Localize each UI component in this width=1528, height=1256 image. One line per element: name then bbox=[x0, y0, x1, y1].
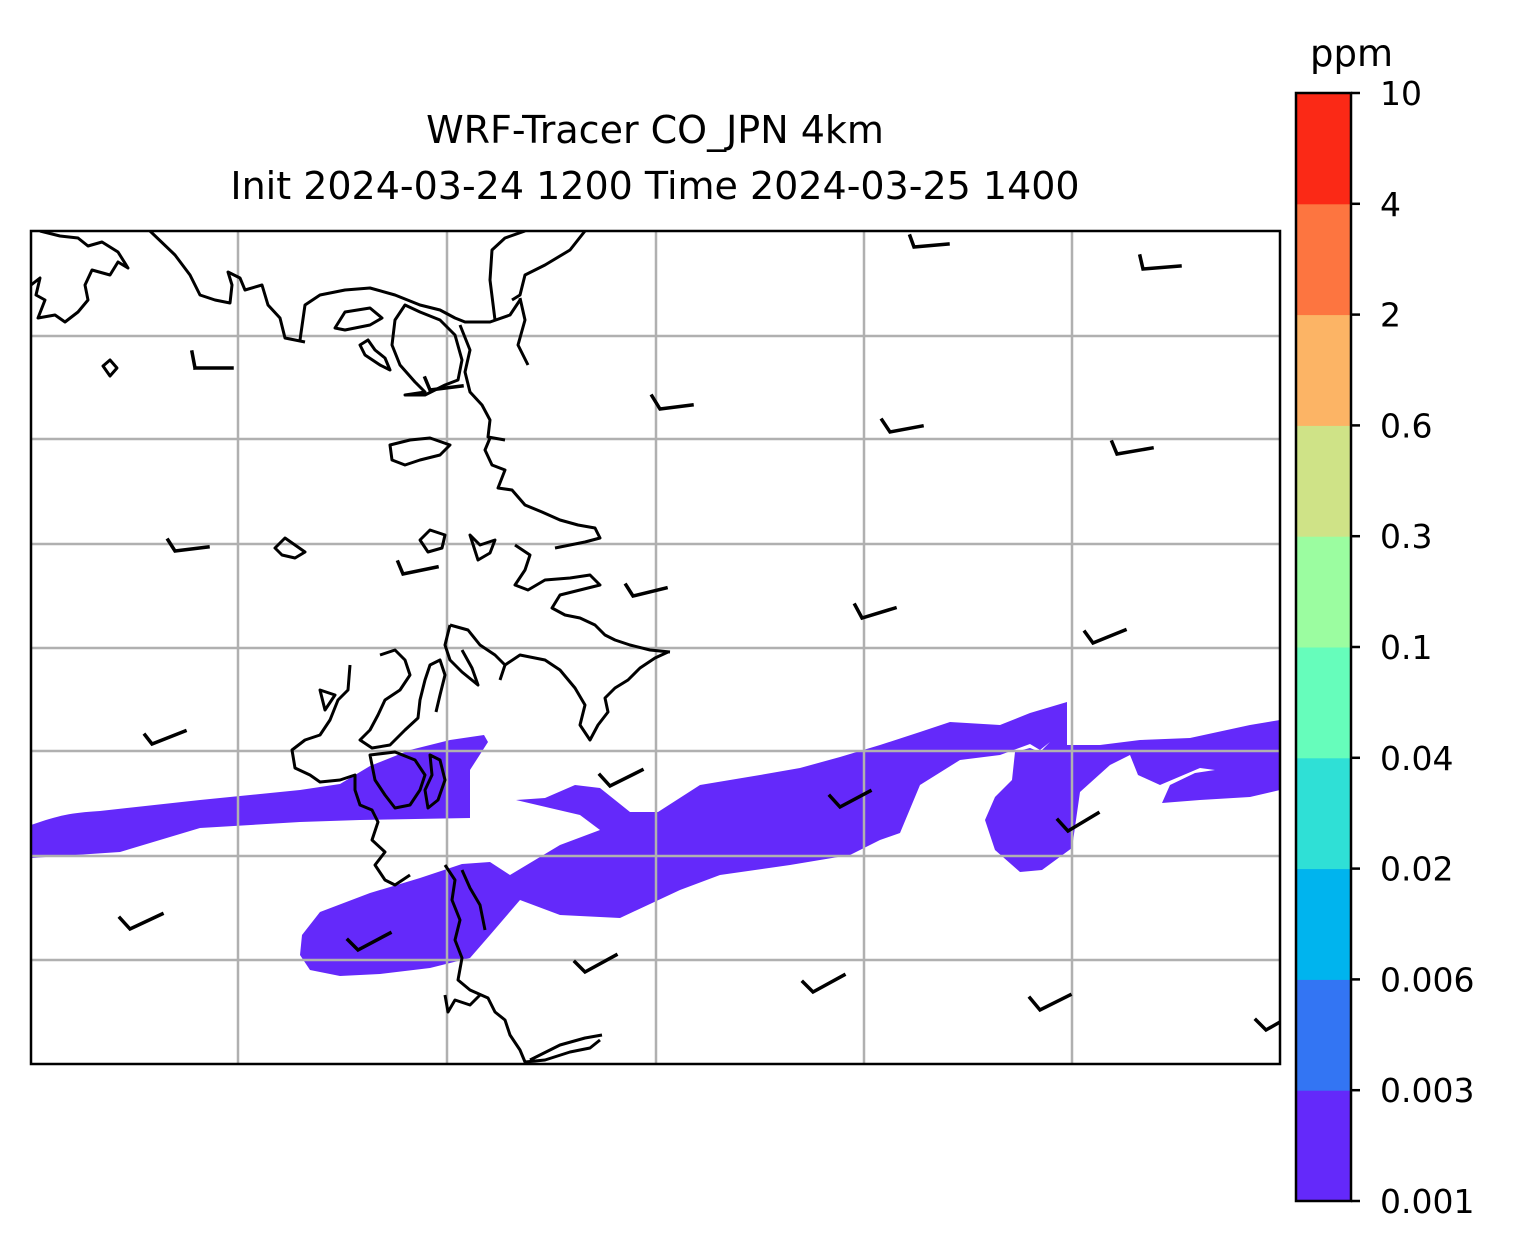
coastline-central-b bbox=[388, 436, 452, 467]
wind-barb-20 bbox=[800, 972, 847, 995]
colorbar-unit-label: ppm bbox=[1310, 32, 1393, 75]
colorbar-tick-label: 0.04 bbox=[1380, 739, 1453, 778]
wind-barb-7 bbox=[1109, 439, 1155, 456]
colorbar-tick-label: 0.1 bbox=[1380, 628, 1432, 667]
wind-barb-18 bbox=[345, 930, 393, 953]
colorbar-tick-label: 2 bbox=[1380, 296, 1401, 335]
coastline-peninsula-c bbox=[390, 303, 464, 397]
coastline-central-f bbox=[504, 650, 669, 742]
colorbar-segment-3 bbox=[1296, 868, 1351, 980]
coastline-central-e bbox=[443, 624, 480, 687]
coastline-central-island-2 bbox=[468, 533, 497, 562]
coastline-small-island-1 bbox=[101, 358, 119, 378]
colorbar-segment-2 bbox=[1296, 979, 1351, 1091]
colorbar-tick-label: 4 bbox=[1380, 185, 1401, 224]
coastline-south-a bbox=[443, 864, 601, 1064]
coastline-northwest bbox=[31, 231, 130, 324]
colorbar-tick-label: 0.3 bbox=[1380, 517, 1432, 556]
wind-barb-5 bbox=[422, 375, 464, 392]
colorbar-tick-label: 0.6 bbox=[1380, 406, 1432, 445]
coastline-small-island-2 bbox=[273, 536, 307, 560]
coastline-south-c bbox=[443, 993, 482, 1014]
colorbar-segment-4 bbox=[1296, 757, 1351, 870]
coastline-south-b bbox=[460, 869, 487, 931]
colorbar-tick-label: 0.006 bbox=[1380, 960, 1474, 999]
wind-barb-6 bbox=[879, 417, 925, 434]
map-panel bbox=[29, 229, 1282, 1066]
wind-barb-9 bbox=[395, 559, 440, 577]
colorbar-segment-6 bbox=[1296, 536, 1351, 648]
wind-barb-17 bbox=[117, 911, 165, 932]
colorbar-ticks: 0.001 0.003 0.006 0.02 0.04 0.1 0.3 0.6 2 4 10 bbox=[1351, 74, 1474, 1221]
coastline-peninsula-a bbox=[458, 324, 506, 442]
wind-barb-1 bbox=[189, 349, 234, 371]
coastline-south-d bbox=[529, 1033, 603, 1062]
wind-barb-15 bbox=[827, 788, 873, 810]
chart-title-line-2: Init 2024-03-24 1200 Time 2024-03-25 140… bbox=[230, 164, 1080, 208]
coastline-southwest-a bbox=[290, 664, 411, 887]
wind-barb-14 bbox=[597, 767, 645, 789]
colorbar-segments bbox=[1296, 93, 1351, 1202]
colorbar: 0.001 0.003 0.006 0.02 0.04 0.1 0.3 0.6 2 4 10 ppm bbox=[1294, 32, 1474, 1221]
wind-barb-8 bbox=[165, 537, 210, 553]
colorbar-segment-10 bbox=[1296, 93, 1351, 205]
coastline-central-d bbox=[449, 623, 507, 681]
coastline-southwest-island bbox=[368, 750, 427, 810]
coastline-north-a bbox=[148, 231, 306, 344]
coastline-central-c bbox=[513, 543, 671, 654]
chart-title-line-1: WRF-Tracer CO_JPN 4km bbox=[426, 108, 884, 152]
colorbar-segment-1 bbox=[1296, 1090, 1351, 1202]
wind-barbs bbox=[117, 233, 1280, 1033]
colorbar-segment-9 bbox=[1296, 203, 1351, 316]
coastline-southwest-b bbox=[318, 688, 337, 712]
wind-barb-10 bbox=[623, 582, 669, 598]
coastline-north-c bbox=[488, 231, 526, 321]
tracer-plume-west bbox=[31, 735, 488, 858]
wind-barb-12 bbox=[1082, 627, 1128, 646]
coastline-north-d bbox=[511, 231, 587, 302]
colorbar-tick-label: 0.003 bbox=[1380, 1071, 1474, 1110]
colorbar-segment-7 bbox=[1296, 425, 1351, 537]
colorbar-tick-label: 0.02 bbox=[1380, 850, 1453, 889]
coastline-southwest-c bbox=[423, 753, 447, 810]
tracer-shading bbox=[31, 702, 1280, 976]
wind-barb-3 bbox=[1137, 253, 1182, 271]
wind-barb-4 bbox=[649, 393, 694, 411]
coastline-peninsula-b bbox=[358, 338, 392, 372]
wind-barb-2 bbox=[907, 233, 950, 249]
wind-barb-13 bbox=[142, 728, 188, 747]
coastline-central-a bbox=[483, 437, 602, 550]
map-frame bbox=[29, 229, 1282, 1066]
colorbar-segment-8 bbox=[1296, 314, 1351, 426]
wind-barb-21 bbox=[1027, 992, 1073, 1013]
wind-barb-22 bbox=[1253, 1017, 1280, 1033]
coastline-north-lake bbox=[333, 306, 384, 332]
coastline-central-island-1 bbox=[418, 528, 447, 554]
wind-barb-11 bbox=[852, 602, 898, 621]
coastline-north-inlet bbox=[516, 297, 530, 366]
coastlines bbox=[31, 231, 671, 1064]
tracer-plume-central bbox=[300, 702, 1280, 976]
wind-barb-19 bbox=[572, 952, 619, 975]
colorbar-tick-label: 0.001 bbox=[1380, 1182, 1474, 1221]
colorbar-tick-label: 10 bbox=[1380, 74, 1422, 113]
colorbar-segment-5 bbox=[1296, 647, 1351, 759]
coastline-central-g bbox=[358, 648, 447, 750]
wind-barb-16 bbox=[1055, 810, 1101, 834]
coastline-north-b bbox=[298, 286, 522, 341]
